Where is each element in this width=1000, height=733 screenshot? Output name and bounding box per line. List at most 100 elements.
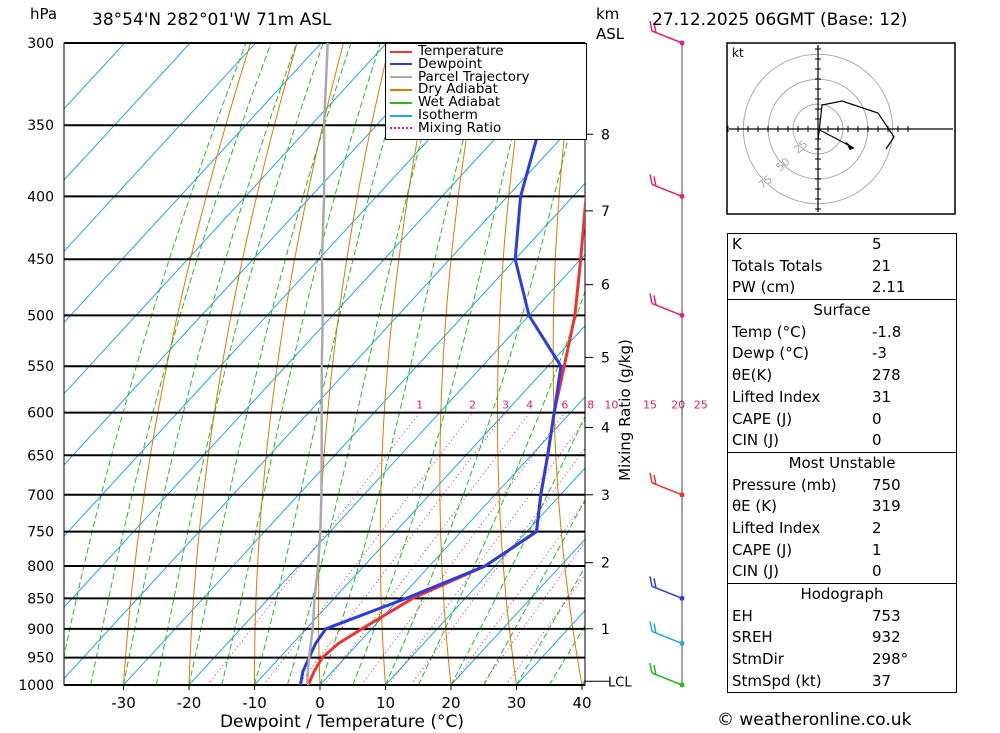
dry-adiabat-line (188, 43, 298, 685)
mixing-ratio-label: 25 (694, 399, 708, 412)
wet-adiabat-line (483, 498, 585, 685)
wet-adiabat-line (286, 43, 449, 685)
pressure-tick-label: 350 (27, 118, 54, 134)
stats-label: θE (K) (732, 497, 777, 516)
stats-value: 750 (872, 475, 901, 494)
copyright: © weatheronline.co.uk (717, 710, 912, 730)
x-tick-label: 0 (315, 694, 325, 712)
hodograph-trace (817, 100, 895, 150)
location-title: 38°54'N 282°01'W 71m ASL (92, 10, 332, 30)
mixing-ratio-axis-label: Mixing Ratio (g/kg) (616, 339, 634, 481)
parcel-trajectory-line (305, 43, 329, 685)
stats-value: -3 (872, 344, 887, 363)
pressure-tick-label: 300 (27, 36, 54, 52)
stats-row: PW (cm) 2.11 (728, 277, 956, 299)
dry-adiabat-line (660, 25, 714, 685)
wind-barb (649, 174, 685, 199)
stats-value: 21 (872, 256, 892, 275)
wet-adiabat-line (90, 43, 272, 685)
stats-value: 1 (872, 540, 882, 559)
stats-label: Pressure (mb) (732, 475, 837, 494)
dry-adiabat-line (552, 43, 583, 685)
wind-barbs (649, 20, 685, 688)
legend-swatch (390, 88, 412, 91)
dry-adiabat-line (318, 43, 391, 685)
pressure-tick-label: 600 (27, 406, 54, 422)
pressure-tick-label: 1000 (18, 678, 54, 694)
wet-adiabat-line (254, 43, 413, 685)
pressure-tick-label: 450 (27, 252, 54, 268)
wet-adiabat-line (516, 566, 585, 685)
pressure-tick-label: 700 (27, 488, 54, 504)
mixing-ratio-line (323, 412, 530, 685)
stats-row: CIN (J) 0 (728, 561, 956, 583)
dewpoint-line (298, 43, 563, 685)
stats-label: CAPE (J) (732, 409, 793, 428)
stats-row: θE(K) 278 (728, 365, 956, 387)
stats-row: Pressure (mb) 750 (728, 475, 956, 497)
stats-row: Dewp (°C) -3 (728, 343, 956, 365)
stats-label: StmDir (732, 650, 784, 669)
wind-barb (649, 621, 685, 646)
isotherm-line (188, 253, 585, 685)
stats-label: PW (cm) (732, 278, 796, 297)
datetime-title: 27.12.2025 06GMT (Base: 12) (652, 10, 908, 30)
mixing-ratio-line (388, 419, 585, 685)
stats-value: 278 (872, 366, 901, 385)
wind-barb (649, 576, 685, 601)
legend-swatch (390, 101, 412, 104)
storm-motion-arrowhead (844, 141, 854, 151)
plot-frame (63, 42, 586, 686)
isotherm-line (64, 43, 453, 466)
hodograph-unit-label: kt (732, 46, 744, 60)
isotherm-line (64, 43, 584, 609)
stats-row: EH 753 (728, 606, 956, 628)
legend-swatch (390, 114, 412, 117)
height-km-label: 1 (601, 622, 610, 638)
legend-item: Dry Adiabat (390, 83, 498, 96)
pressure-tick-label: 500 (27, 308, 54, 324)
pressure-tick-label: 950 (27, 651, 54, 667)
pressure-tick-label: 800 (27, 559, 54, 575)
wind-barb (649, 293, 685, 318)
dry-adiabat-line (123, 43, 252, 685)
wet-adiabat-line (64, 43, 247, 659)
height-km-label: 3 (601, 488, 610, 504)
wind-barb (649, 662, 685, 688)
stats-label: CAPE (J) (732, 540, 793, 559)
legend-item: Wet Adiabat (390, 94, 501, 111)
mixing-ratio-line (451, 501, 585, 685)
x-tick-label: -20 (177, 694, 202, 712)
mixing-ratio-line (207, 412, 420, 685)
isotherm-line (254, 325, 585, 685)
dry-adiabat-line (254, 43, 345, 685)
stats-label: SREH (732, 628, 773, 647)
stats-label: EH (732, 606, 753, 625)
legend-swatch (390, 50, 412, 53)
stats-row: StmSpd (kt) 37 (728, 671, 956, 693)
legend: Temperature Dewpoint Parcel Trajectory Dry … (385, 43, 587, 140)
stats-label: Temp (°C) (732, 322, 807, 341)
x-tick-label: 30 (507, 694, 526, 712)
stats-row: Lifted Index 31 (728, 387, 956, 409)
legend-label: Isotherm (418, 107, 478, 123)
wind-barb (649, 20, 685, 46)
x-tick-label: 10 (376, 694, 395, 712)
stats-label: θE(K) (732, 366, 773, 385)
x-tick-label: -10 (242, 694, 267, 712)
stats-value: 0 (872, 562, 882, 581)
legend-label: Mixing Ratio (418, 119, 502, 136)
axes-labels: 1 2 3 4 6 8 10 15 20 2530035040045050055060065070… (18, 36, 707, 732)
isotherm-line (450, 538, 585, 685)
pressure-tick-label: 550 (27, 359, 54, 375)
mixing-ratio-label: 1 (416, 399, 423, 412)
wet-adiabat-line (417, 289, 585, 685)
legend-label: Wet Adiabat (418, 94, 501, 111)
stats-label: Lifted Index (732, 518, 821, 537)
isotherm-line (64, 43, 191, 181)
stats-value: 2 (872, 518, 882, 537)
x-tick-label: 40 (572, 694, 591, 712)
stats-value: 2.11 (872, 278, 906, 297)
